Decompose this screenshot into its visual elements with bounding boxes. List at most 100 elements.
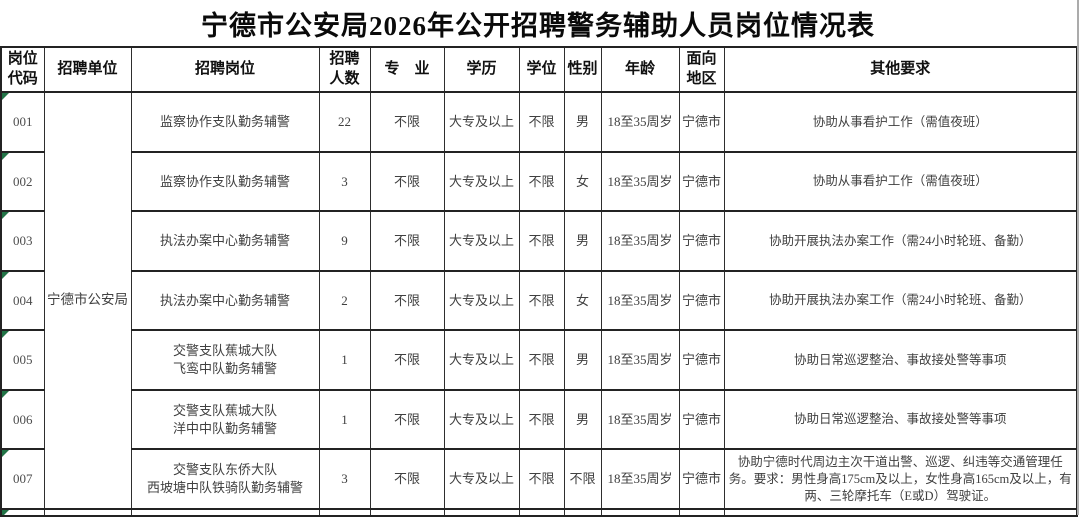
gender-cell: 男	[563, 210, 602, 272]
degree-cell: 不限	[518, 270, 565, 331]
position-cell: 交警支队蕉城大队 飞鸾中队勤务辅警	[130, 329, 320, 391]
requirements-cell: 协助开展执法办案工作（需24小时轮班、备勤）	[723, 270, 1078, 331]
region-cell: 宁德市	[678, 210, 725, 272]
job-positions-table: 岗位 代码 招聘单位 招聘岗位 招聘 人数 专 业 学历 学位 性别 年龄 面向…	[0, 46, 1078, 517]
excel-flag-triangle-icon	[2, 273, 9, 279]
gender-cell: 男	[563, 329, 602, 391]
table-row: 002 监察协作支队勤务辅警 3 不限 大专及以上 不限 女 18至35周岁 宁…	[0, 151, 1078, 212]
job-code: 006	[13, 411, 33, 427]
age-cell: 18至35周岁	[600, 448, 680, 510]
region-cell: 宁德市	[678, 270, 725, 331]
header-job-code: 岗位 代码	[0, 46, 45, 93]
requirements-cell: 协助开展执法办案工作（需24小时轮班、备勤）	[723, 210, 1078, 272]
table-row: 001 宁德市公安局 监察协作支队勤务辅警 22 不限 大专及以上 不限 男 1…	[0, 91, 1078, 510]
header-region: 面向 地区	[678, 46, 725, 93]
job-code-cell: 007	[0, 448, 45, 510]
major-cell: 不限	[369, 448, 445, 510]
region-cell: 宁德市	[678, 389, 725, 450]
count-cell: 9	[318, 210, 371, 272]
count-cell: 1	[318, 329, 371, 391]
job-code: 002	[13, 173, 33, 189]
education-cell: 大专及以上	[443, 270, 520, 331]
count-cell: 3	[318, 448, 371, 510]
region-cell: 宁德市	[678, 448, 725, 510]
excel-flag-triangle-icon	[2, 94, 9, 100]
header-row: 岗位 代码 招聘单位 招聘岗位 招聘 人数 专 业 学历 学位 性别 年龄 面向…	[0, 46, 1078, 93]
age-cell: 18至35周岁	[600, 91, 680, 153]
gender-cell: 男	[563, 389, 602, 450]
job-code: 007	[13, 471, 33, 487]
gender-cell: 女	[563, 151, 602, 212]
header-requirements: 其他要求	[723, 46, 1078, 93]
major-cell: 不限	[369, 270, 445, 331]
degree-cell: 不限	[518, 210, 565, 272]
agency-cell: 宁德市公安局	[43, 91, 132, 510]
education-cell: 大专及以上	[443, 210, 520, 272]
education-cell: 大专及以上	[443, 329, 520, 391]
count-cell: 2	[318, 270, 371, 331]
job-code: 005	[13, 352, 33, 368]
age-cell: 18至35周岁	[600, 151, 680, 212]
header-degree: 学位	[518, 46, 565, 93]
table-row: 003 执法办案中心勤务辅警 9 不限 大专及以上 不限 男 18至35周岁 宁…	[0, 210, 1078, 272]
requirements-cell: 协助日常巡逻整治、事故接处警等事项	[723, 329, 1078, 391]
requirements-cell: 协助日常巡逻整治、事故接处警等事项	[723, 389, 1078, 450]
excel-flag-triangle-icon	[2, 451, 9, 457]
degree-cell: 不限	[518, 329, 565, 391]
position-cell: 交警支队东侨大队 西坡塘中队铁骑队勤务辅警	[130, 448, 320, 510]
excel-flag-triangle-icon	[2, 213, 9, 219]
excel-flag-triangle-icon	[2, 154, 9, 160]
job-code-cell: 005	[0, 329, 45, 391]
job-code-cell: 003	[0, 210, 45, 272]
header-gender: 性别	[563, 46, 602, 93]
header-education: 学历	[443, 46, 520, 93]
degree-cell: 不限	[518, 389, 565, 450]
degree-cell: 不限	[518, 151, 565, 212]
requirements-cell: 协助宁德时代周边主次干道出警、巡逻、纠违等交通管理任务。要求：男性身高175cm…	[723, 448, 1078, 510]
gender-cell: 不限	[563, 448, 602, 510]
page-title: 宁德市公安局2026年公开招聘警务辅助人员岗位情况表	[201, 10, 875, 41]
count-cell: 3	[318, 151, 371, 212]
age-cell: 18至35周岁	[600, 389, 680, 450]
job-code: 004	[13, 292, 33, 308]
job-code-cell: 002	[0, 151, 45, 212]
header-major: 专 业	[369, 46, 445, 93]
major-cell: 不限	[369, 389, 445, 450]
gender-cell: 男	[563, 91, 602, 153]
position-cell: 监察协作支队勤务辅警	[130, 151, 320, 212]
job-code-cell: 004	[0, 270, 45, 331]
excel-flag-triangle-icon	[2, 392, 9, 398]
excel-flag-triangle-icon	[2, 332, 9, 338]
region-cell: 宁德市	[678, 91, 725, 153]
header-agency: 招聘单位	[43, 46, 132, 93]
position-cell: 执法办案中心勤务辅警	[130, 210, 320, 272]
table-row: 006 交警支队蕉城大队 洋中中队勤务辅警 1 不限 大专及以上 不限 男 18…	[0, 389, 1078, 450]
age-cell: 18至35周岁	[600, 210, 680, 272]
position-cell: 执法办案中心勤务辅警	[130, 270, 320, 331]
education-cell: 大专及以上	[443, 448, 520, 510]
major-cell: 不限	[369, 329, 445, 391]
requirements-cell: 协助从事看护工作（需值夜班）	[723, 151, 1078, 212]
header-age: 年龄	[600, 46, 680, 93]
screen-edge-artifact	[1077, 0, 1079, 515]
header-position: 招聘岗位	[130, 46, 320, 93]
education-cell: 大专及以上	[443, 151, 520, 212]
job-code: 003	[13, 233, 33, 249]
count-cell: 1	[318, 389, 371, 450]
education-cell: 大专及以上	[443, 389, 520, 450]
region-cell: 宁德市	[678, 151, 725, 212]
major-cell: 不限	[369, 91, 445, 153]
region-cell: 宁德市	[678, 329, 725, 391]
education-cell: 大专及以上	[443, 91, 520, 153]
excel-flag-triangle-icon	[2, 511, 9, 514]
header-count: 招聘 人数	[318, 46, 371, 93]
count-cell: 22	[318, 91, 371, 153]
degree-cell: 不限	[518, 91, 565, 153]
degree-cell: 不限	[518, 448, 565, 510]
job-code: 001	[13, 114, 33, 130]
position-cell: 监察协作支队勤务辅警	[130, 91, 320, 153]
position-cell: 交警支队蕉城大队 洋中中队勤务辅警	[130, 389, 320, 450]
job-code-cell: 006	[0, 389, 45, 450]
major-cell: 不限	[369, 151, 445, 212]
